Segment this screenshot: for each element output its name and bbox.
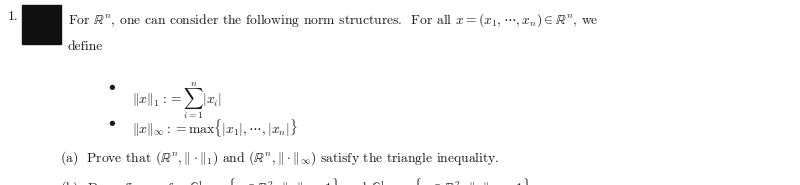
Text: (a)  Prove that $(\mathbb{R}^n, \|\cdot\|_1)$ and $(\mathbb{R}^n, \|\cdot\|_{\in: (a) Prove that $(\mathbb{R}^n, \|\cdot\|… [60, 149, 499, 167]
Text: 1.: 1. [8, 11, 18, 23]
FancyBboxPatch shape [22, 5, 61, 44]
Text: $\bullet$: $\bullet$ [108, 80, 116, 92]
Text: define: define [68, 41, 103, 53]
Text: $\|x\|_1 := \sum_{i=1}^{n} |x_i|$: $\|x\|_1 := \sum_{i=1}^{n} |x_i|$ [132, 80, 222, 121]
Text: For $\mathbb{R}^n$, one can consider the following norm structures.  For all $x : For $\mathbb{R}^n$, one can consider the… [68, 11, 598, 29]
Text: (b)  Draw figures for $\mathbb{S}_1^1 := \{x \in \mathbb{R}^2 : \|x\|_1 = 1\}$ a: (b) Draw figures for $\mathbb{S}_1^1 := … [60, 177, 535, 185]
Text: $\bullet$: $\bullet$ [108, 117, 116, 129]
Text: $\|x\|_\infty := \mathrm{max}\{|x_1|, \cdots, |x_n|\}$: $\|x\|_\infty := \mathrm{max}\{|x_1|, \c… [132, 117, 298, 139]
